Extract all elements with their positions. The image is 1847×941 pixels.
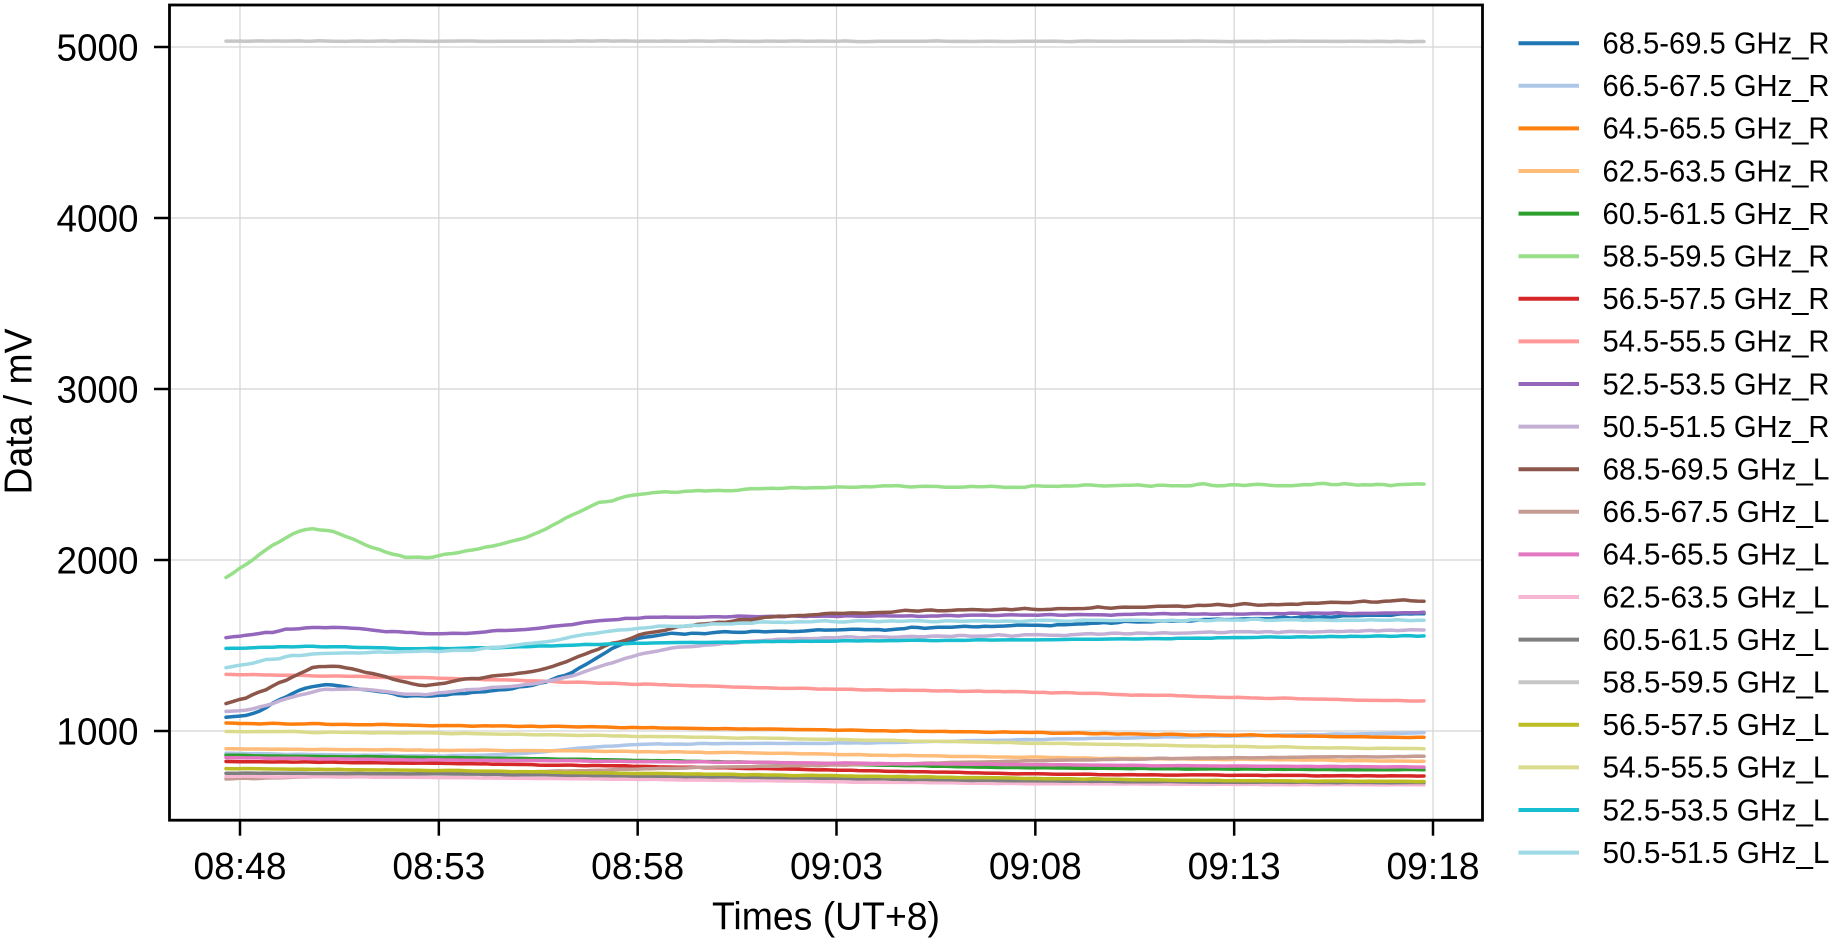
svg-text:62.5-63.5 GHz_R: 62.5-63.5 GHz_R xyxy=(1603,154,1830,188)
svg-text:66.5-67.5 GHz_R: 66.5-67.5 GHz_R xyxy=(1603,69,1830,103)
svg-text:62.5-63.5 GHz_L: 62.5-63.5 GHz_L xyxy=(1603,580,1830,614)
svg-text:08:48: 08:48 xyxy=(194,846,287,888)
svg-text:66.5-67.5 GHz_L: 66.5-67.5 GHz_L xyxy=(1603,495,1830,529)
svg-text:56.5-57.5 GHz_L: 56.5-57.5 GHz_L xyxy=(1603,708,1830,742)
svg-text:08:53: 08:53 xyxy=(392,846,485,888)
svg-text:09:08: 09:08 xyxy=(989,846,1082,888)
svg-text:50.5-51.5 GHz_L: 50.5-51.5 GHz_L xyxy=(1603,836,1830,870)
svg-text:68.5-69.5 GHz_L: 68.5-69.5 GHz_L xyxy=(1603,453,1830,487)
svg-text:52.5-53.5 GHz_L: 52.5-53.5 GHz_L xyxy=(1603,793,1830,827)
svg-text:5000: 5000 xyxy=(57,28,139,70)
svg-text:58.5-59.5 GHz_R: 58.5-59.5 GHz_R xyxy=(1603,240,1830,274)
svg-text:08:58: 08:58 xyxy=(591,846,684,888)
svg-text:52.5-53.5 GHz_R: 52.5-53.5 GHz_R xyxy=(1603,367,1830,401)
svg-text:54.5-55.5 GHz_L: 54.5-55.5 GHz_L xyxy=(1603,751,1830,785)
svg-text:56.5-57.5 GHz_R: 56.5-57.5 GHz_R xyxy=(1603,282,1830,316)
svg-text:60.5-61.5 GHz_R: 60.5-61.5 GHz_R xyxy=(1603,197,1830,231)
svg-text:58.5-59.5 GHz_L: 58.5-59.5 GHz_L xyxy=(1603,666,1830,700)
svg-text:Times (UT+8): Times (UT+8) xyxy=(712,896,940,939)
svg-text:09:13: 09:13 xyxy=(1188,846,1281,888)
svg-text:Data / mV: Data / mV xyxy=(0,329,41,495)
svg-text:54.5-55.5 GHz_R: 54.5-55.5 GHz_R xyxy=(1603,325,1830,359)
svg-text:60.5-61.5 GHz_L: 60.5-61.5 GHz_L xyxy=(1603,623,1830,657)
svg-text:09:03: 09:03 xyxy=(790,846,883,888)
svg-text:09:18: 09:18 xyxy=(1387,846,1480,888)
svg-text:64.5-65.5 GHz_R: 64.5-65.5 GHz_R xyxy=(1603,112,1830,146)
svg-text:64.5-65.5 GHz_L: 64.5-65.5 GHz_L xyxy=(1603,538,1830,572)
svg-text:50.5-51.5 GHz_R: 50.5-51.5 GHz_R xyxy=(1603,410,1830,444)
svg-text:3000: 3000 xyxy=(57,370,139,412)
svg-text:68.5-69.5 GHz_R: 68.5-69.5 GHz_R xyxy=(1603,27,1830,61)
svg-text:1000: 1000 xyxy=(57,712,139,754)
svg-text:2000: 2000 xyxy=(57,541,139,583)
svg-text:4000: 4000 xyxy=(57,199,139,241)
